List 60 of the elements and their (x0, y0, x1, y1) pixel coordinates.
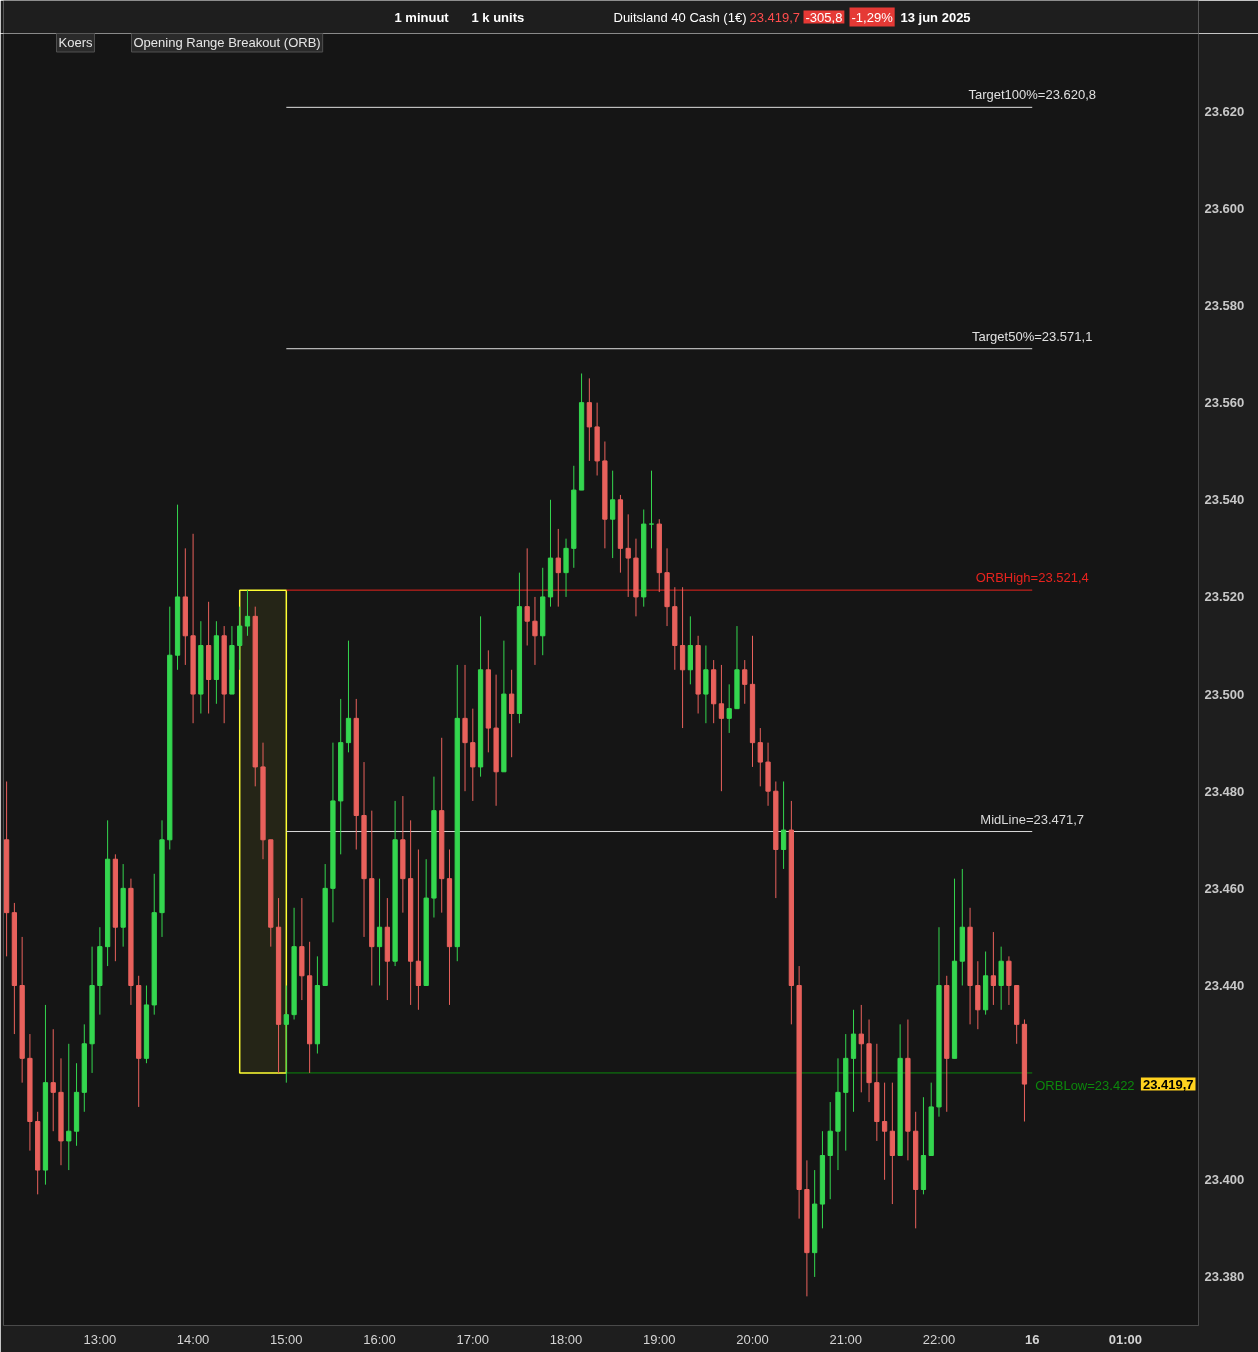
candlestick (555, 528, 561, 608)
x-tick-label: 14:00 (176, 1331, 210, 1347)
x-tick-label: 22:00 (922, 1331, 956, 1347)
candlestick (66, 1043, 72, 1171)
text: 1 k units (471, 9, 525, 25)
candlestick (881, 1082, 888, 1181)
x2-tick-label: 16 (1025, 1331, 1040, 1347)
text: -305,8 (805, 9, 843, 25)
x-tick-label: 13:00 (83, 1331, 117, 1347)
candlestick (858, 1004, 864, 1093)
candlestick (50, 1028, 56, 1132)
candlestick (742, 659, 748, 705)
candlestick (757, 727, 763, 787)
ref-line-label: ORBLow=23.422 (1035, 1077, 1135, 1093)
y-tick-label: 23.600 (1204, 200, 1245, 216)
ref-line-label: MidLine=23.471,7 (980, 811, 1085, 827)
candlestick (509, 669, 515, 758)
text: -1,29% (851, 9, 894, 25)
y-tick-label: 23.440 (1204, 978, 1245, 993)
y-tick-label: 23.540 (1204, 492, 1245, 508)
y-tick-label: 23.380 (1204, 1269, 1245, 1285)
candlestick (244, 589, 251, 637)
x-tick-label: 16:00 (363, 1331, 396, 1347)
annotation: 23.419,7 (1142, 1076, 1194, 1092)
y-tick-label: 23.520 (1204, 589, 1245, 605)
x-tick-label: 17:00 (456, 1331, 490, 1347)
annotation: Opening Range Breakout (ORB) (133, 35, 321, 50)
x-tick-label: 19:00 (643, 1331, 676, 1347)
text: 13 jun 2025 (900, 9, 971, 25)
y-tick-label: 23.580 (1204, 298, 1245, 313)
candlestick (990, 931, 997, 1006)
ref-line-label: ORBHigh=23.521,4 (975, 570, 1089, 586)
annotation: Koers (58, 35, 93, 50)
candlestick (780, 781, 787, 870)
x-tick-label: 15:00 (270, 1331, 303, 1347)
candlestick (376, 878, 383, 986)
x-tick-label: 20:00 (736, 1331, 769, 1347)
y-tick-label: 23.620 (1204, 103, 1245, 119)
candlestick (648, 470, 655, 549)
y-tick-label: 23.500 (1204, 686, 1245, 702)
y-tick-label: 23.400 (1204, 1172, 1245, 1188)
ref-line-label: Target50%=23.571,1 (972, 328, 1093, 344)
x-tick-label: 18:00 (549, 1331, 583, 1347)
candlestick (532, 596, 538, 666)
x-tick-label: 21:00 (829, 1331, 863, 1347)
candlestick (237, 606, 243, 671)
chart-title: Duitsland 40 Cash (1€) (613, 9, 747, 25)
candlestick (625, 513, 631, 598)
candlestick (610, 470, 616, 559)
candlestick (718, 664, 725, 792)
candlestick (726, 683, 732, 734)
y-tick-label: 23.460 (1204, 880, 1245, 896)
text: 23.419,7 (749, 9, 801, 25)
y-tick-label: 23.480 (1204, 783, 1245, 799)
y-tick-label: 23.560 (1204, 395, 1245, 411)
text: 1 minuut (394, 9, 450, 25)
candlestick (524, 547, 530, 646)
x2-tick-label: 01:00 (1108, 1331, 1143, 1347)
candlestick (283, 985, 289, 1084)
ref-line-label: Target100%=23.620,8 (968, 87, 1097, 103)
